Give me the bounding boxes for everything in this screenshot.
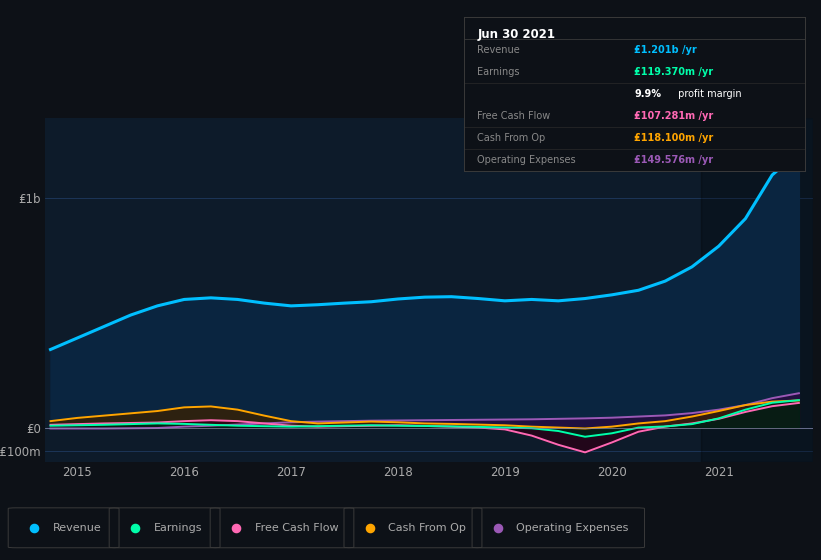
Point <box>129 523 142 532</box>
Text: ₤1.201b /yr: ₤1.201b /yr <box>635 45 697 55</box>
Text: 9.9%: 9.9% <box>635 89 661 99</box>
Text: Free Cash Flow: Free Cash Flow <box>255 523 338 533</box>
Text: ₤119.370m /yr: ₤119.370m /yr <box>635 67 713 77</box>
Bar <box>700 118 813 462</box>
Text: Cash From Op: Cash From Op <box>478 133 546 143</box>
Text: Jun 30 2021: Jun 30 2021 <box>478 27 556 40</box>
Point <box>792 147 805 156</box>
Text: Operating Expenses: Operating Expenses <box>516 523 629 533</box>
Text: ₤107.281m /yr: ₤107.281m /yr <box>635 111 713 121</box>
Text: ₤118.100m /yr: ₤118.100m /yr <box>635 133 713 143</box>
Text: Revenue: Revenue <box>478 45 521 55</box>
Text: Revenue: Revenue <box>53 523 101 533</box>
Text: Operating Expenses: Operating Expenses <box>478 155 576 165</box>
Text: profit margin: profit margin <box>675 89 741 99</box>
Point <box>230 523 243 532</box>
Point <box>28 523 41 532</box>
Text: Earnings: Earnings <box>478 67 520 77</box>
Point <box>364 523 377 532</box>
Text: Free Cash Flow: Free Cash Flow <box>478 111 551 121</box>
Text: Cash From Op: Cash From Op <box>388 523 466 533</box>
Text: Earnings: Earnings <box>154 523 202 533</box>
Text: ₤149.576m /yr: ₤149.576m /yr <box>635 155 713 165</box>
Point <box>492 523 505 532</box>
